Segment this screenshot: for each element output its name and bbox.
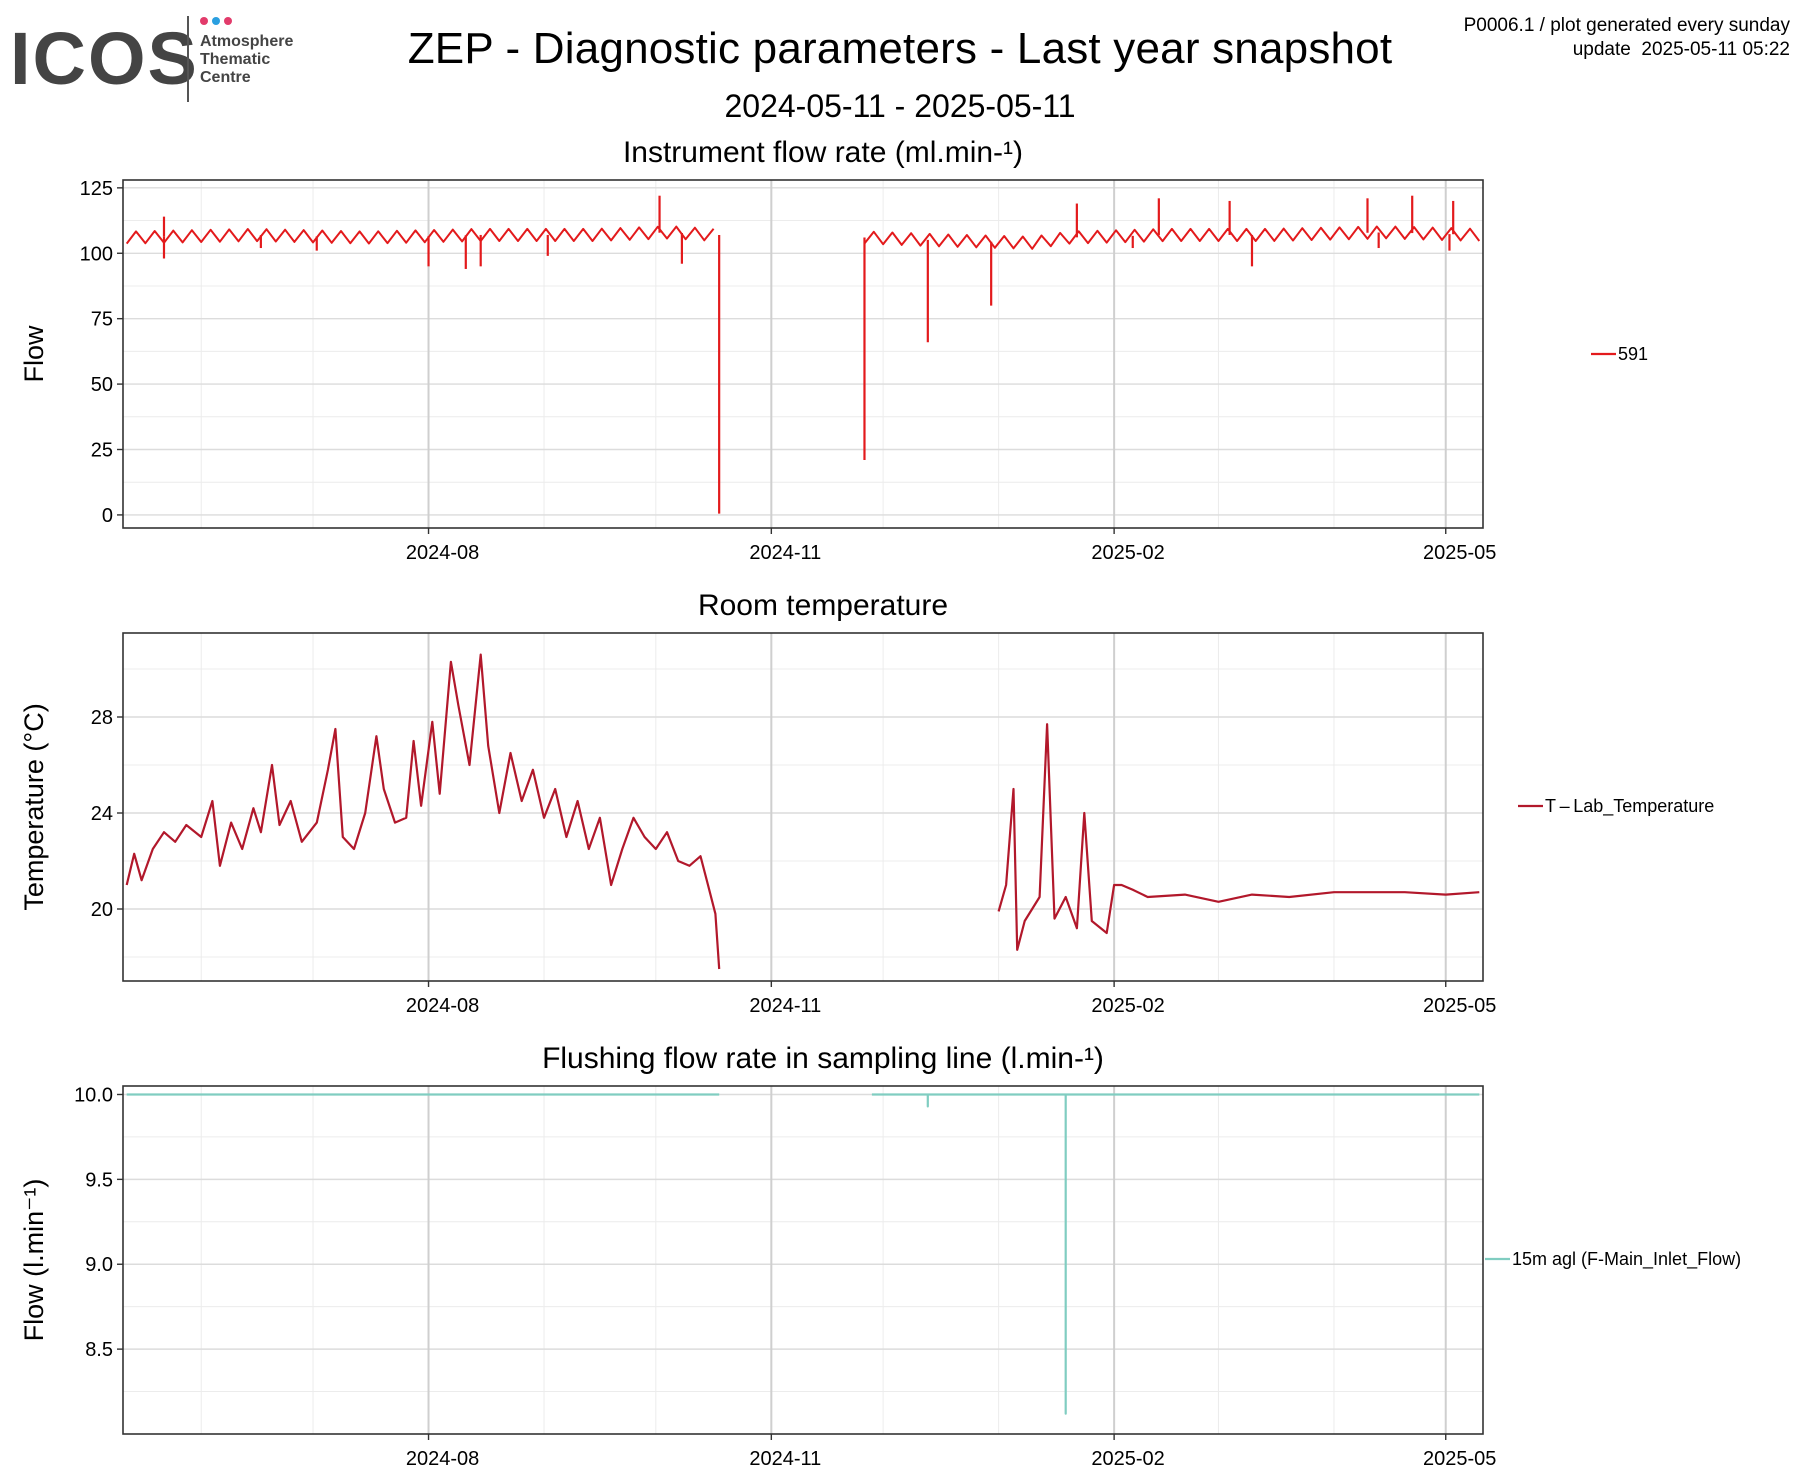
y-tick-label: 0 (102, 505, 113, 527)
y-tick-label: 10.0 (74, 1084, 113, 1106)
x-tick-label: 2025-02 (1091, 542, 1164, 564)
y-tick-label: 125 (80, 178, 113, 200)
x-tick-label: 2025-02 (1091, 995, 1164, 1017)
logo-dot (212, 17, 220, 25)
x-tick-label: 2024-11 (749, 1448, 821, 1470)
logo-wordmark: ICOS (10, 17, 199, 100)
y-tick-label: 50 (91, 374, 113, 396)
chart-title: Flushing flow rate in sampling line (l.m… (542, 1042, 1104, 1075)
plot-area (123, 1086, 1483, 1434)
logo-line-3: Centre (200, 69, 251, 86)
y-tick-label: 9.0 (85, 1254, 113, 1276)
chart-panel-2: Room temperature 20 24 28 2024-08 2024-11 2025… (19, 589, 1714, 1017)
y-axis-label: Flow (l.min⁻¹) (19, 1179, 49, 1342)
y-tick-label: 9.5 (85, 1169, 113, 1191)
x-tick-label: 2024-08 (406, 1448, 479, 1470)
plot-frame (122, 179, 1484, 529)
plot-meta-line-2: update 2025-05-11 05:22 (1572, 39, 1790, 60)
y-tick-label: 25 (91, 440, 113, 462)
page-title: ZEP - Diagnostic parameters - Last year … (407, 24, 1393, 73)
x-tick-label: 2024-08 (406, 995, 479, 1017)
logo-line-2: Thematic (200, 51, 270, 68)
legend: 591 (1591, 344, 1648, 364)
chart-panel-3: Flushing flow rate in sampling line (l.m… (19, 1042, 1741, 1470)
plot-meta-line-1: P0006.1 / plot generated every sunday (1463, 15, 1790, 36)
plot-meta: P0006.1 / plot generated every sunday up… (1464, 14, 1790, 62)
legend: T – Lab_Temperature (1518, 796, 1714, 817)
y-tick-label: 100 (80, 243, 113, 265)
plot-frame (122, 632, 1484, 982)
plot-frame (122, 1085, 1484, 1435)
logo-dot (224, 17, 232, 25)
chart-title: Instrument flow rate (ml.min-¹) (623, 136, 1023, 169)
plot-area (123, 180, 1483, 528)
logo-line-1: Atmosphere (200, 33, 293, 50)
series-line (125, 653, 1480, 970)
y-tick-label: 28 (91, 707, 113, 729)
x-tick-label: 2024-11 (749, 995, 821, 1017)
y-tick-label: 24 (91, 803, 113, 825)
legend-label: T – Lab_Temperature (1545, 796, 1714, 817)
icos-logo-graphic: ICOS Atmosphere Thematic Centre (10, 16, 293, 102)
y-axis-label: Flow (19, 325, 49, 383)
legend-label: 15m agl (F-Main_Inlet_Flow) (1512, 1249, 1741, 1270)
date-range-subtitle: 2024-05-11 - 2025-05-11 (724, 88, 1076, 124)
y-tick-label: 8.5 (85, 1339, 113, 1361)
chart-panel-1: Instrument flow rate (ml.min-¹) 0 25 50 75 10… (19, 136, 1648, 564)
x-tick-label: 2025-02 (1091, 1448, 1164, 1470)
legend-label: 591 (1618, 344, 1648, 364)
x-tick-label: 2025-05 (1423, 995, 1496, 1017)
x-tick-label: 2025-05 (1423, 542, 1496, 564)
y-axis-label: Temperature (°C) (19, 703, 49, 910)
x-tick-label: 2024-11 (749, 542, 821, 564)
y-tick-label: 75 (91, 309, 113, 331)
chart-title: Room temperature (698, 589, 948, 622)
x-tick-label: 2024-08 (406, 542, 479, 564)
x-tick-label: 2025-05 (1423, 1448, 1496, 1470)
legend: 15m agl (F-Main_Inlet_Flow) (1485, 1249, 1741, 1270)
logo-dot (200, 17, 208, 25)
plot-area (123, 633, 1483, 981)
y-tick-label: 20 (91, 899, 113, 921)
icos-logo: ICOS Atmosphere Thematic Centre (10, 14, 330, 106)
series-line (125, 225, 1481, 250)
